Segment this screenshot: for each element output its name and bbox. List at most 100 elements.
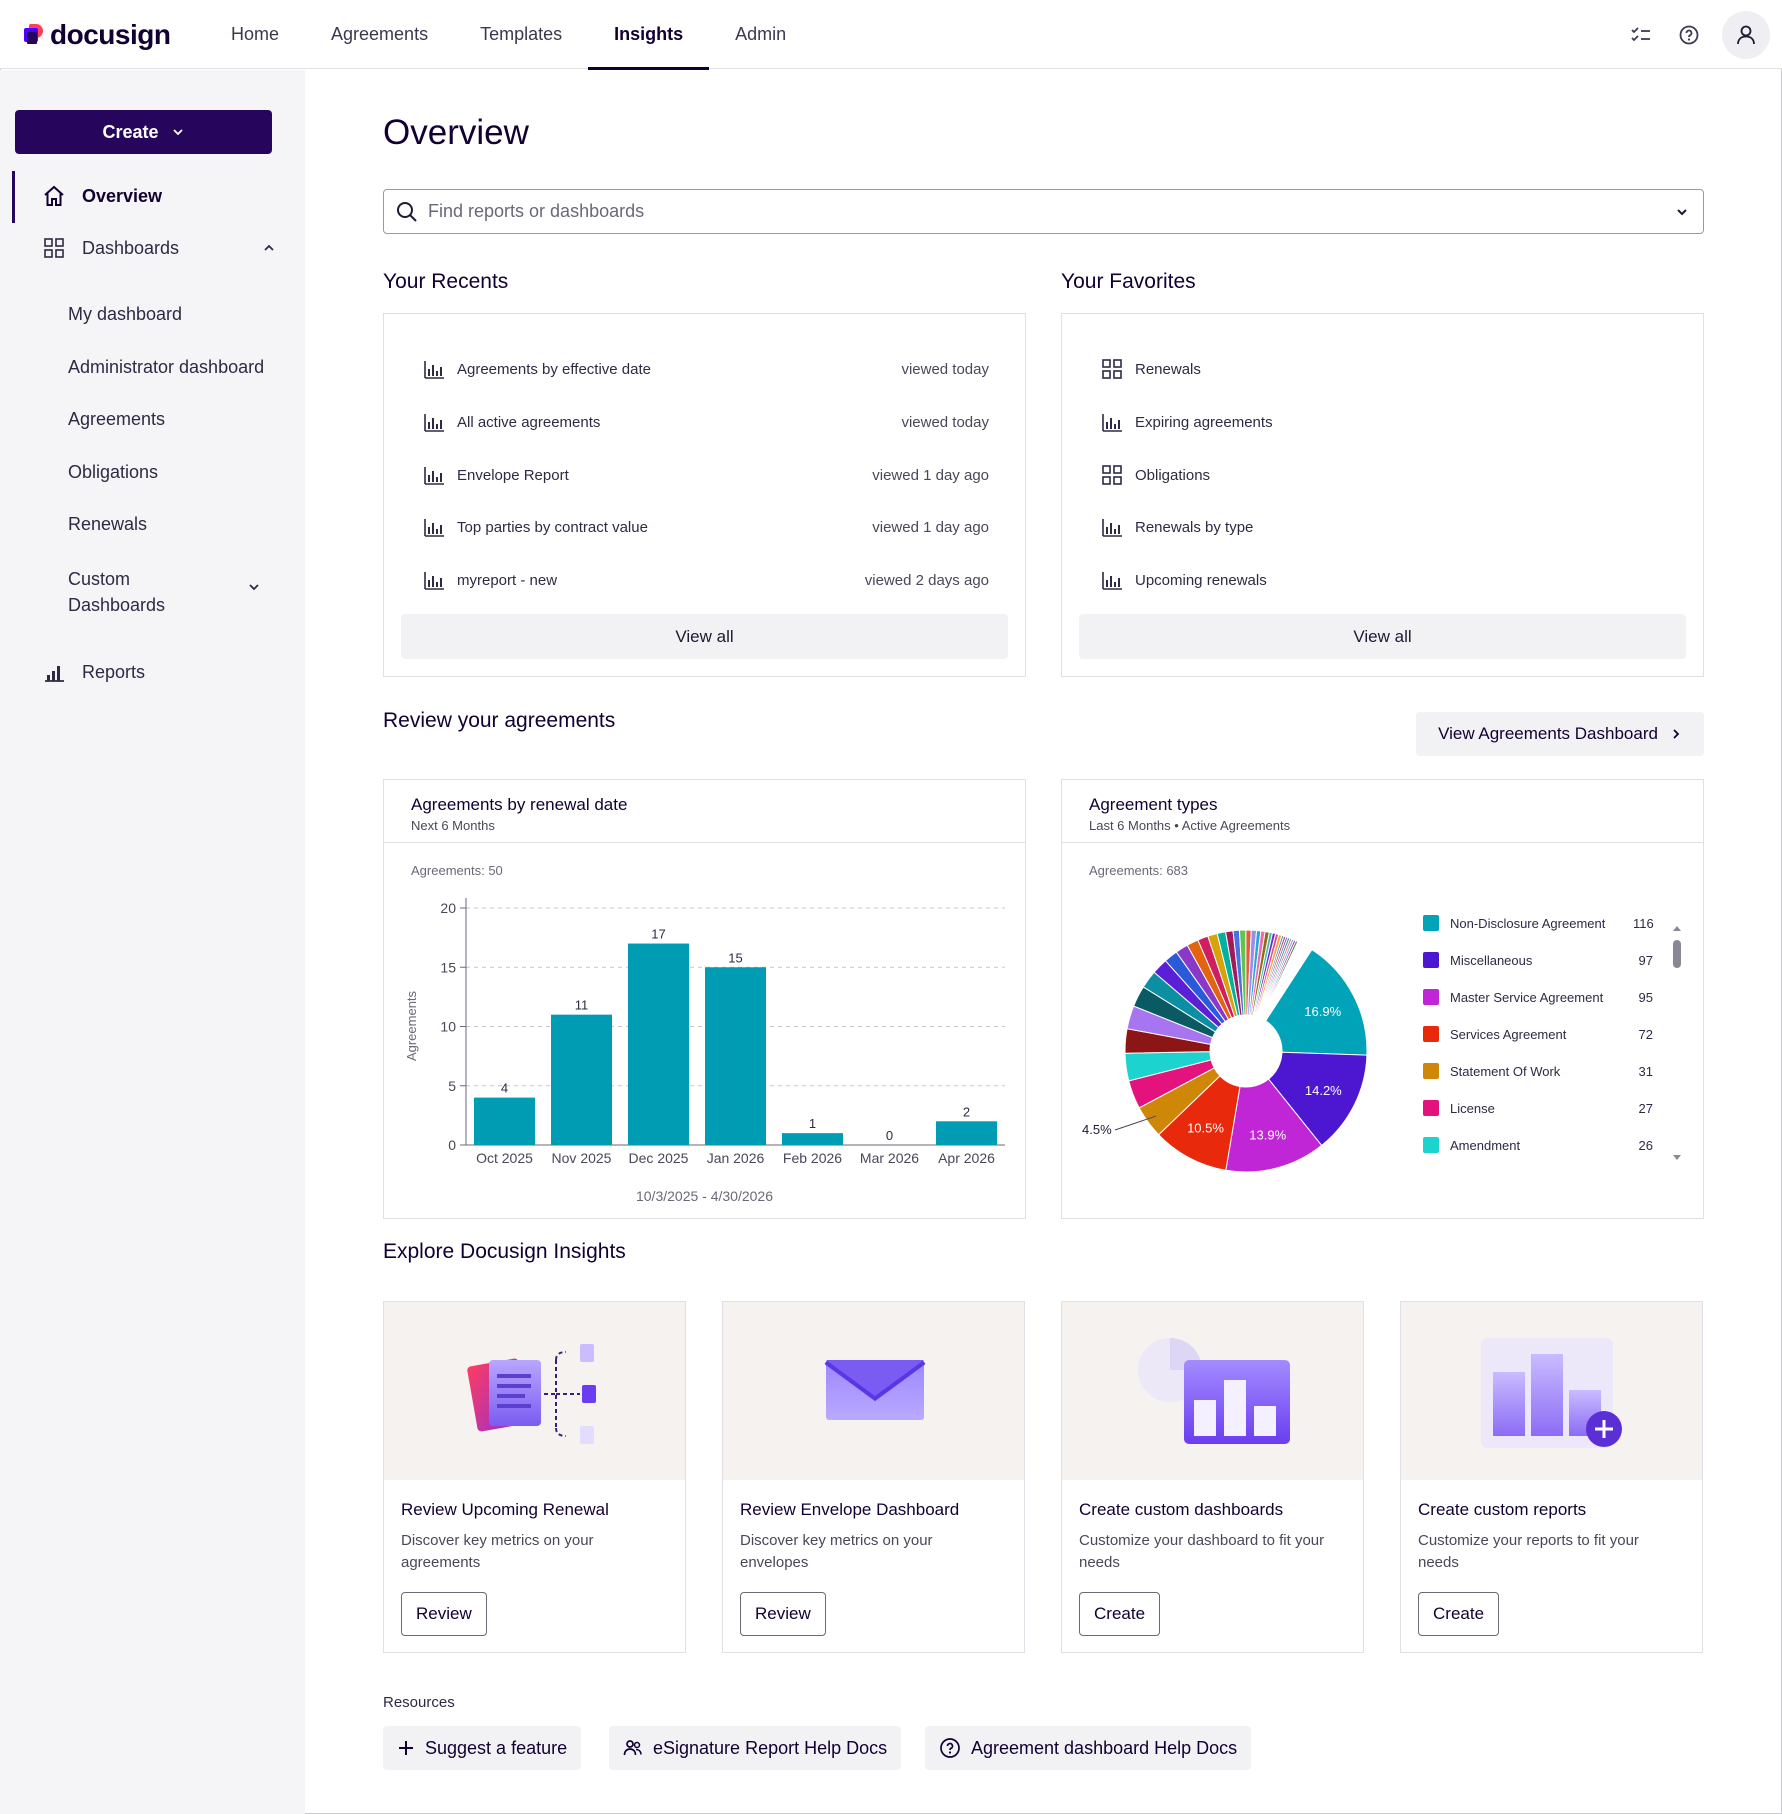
legend-swatch <box>1423 989 1439 1005</box>
view-agreements-dashboard-label: View Agreements Dashboard <box>1438 724 1658 743</box>
logo-mark-icon <box>24 24 46 46</box>
sidebar-item-obligations[interactable]: Obligations <box>68 462 159 482</box>
list-item[interactable]: Envelope Report viewed 1 day ago <box>422 460 989 490</box>
top-navigation: docusign Home Agreements Templates Insig… <box>0 0 1782 70</box>
bar-value-label: 4 <box>501 1081 508 1096</box>
explore-heading: Explore Docusign Insights <box>383 1240 626 1263</box>
user-avatar[interactable] <box>1722 11 1770 59</box>
sidebar-item-renewals[interactable]: Renewals <box>68 514 148 534</box>
renewal-chart-subtitle: Next 6 Months <box>411 818 495 833</box>
explore-card-custom-reports: Create custom reports Customize your rep… <box>1400 1301 1703 1653</box>
y-tick-label: 15 <box>440 959 456 975</box>
nav-agreements[interactable]: Agreements <box>331 24 429 44</box>
legend-scrollbar[interactable] <box>1672 926 1682 1162</box>
search-input[interactable] <box>428 201 1675 222</box>
grid-icon <box>1100 463 1124 487</box>
page-title: Overview <box>383 113 529 152</box>
x-tick-label: Jan 2026 <box>707 1150 765 1166</box>
checklist-icon[interactable] <box>1626 20 1656 50</box>
sidebar-item-reports[interactable]: Reports <box>12 658 145 686</box>
sidebar-item-administrator-dashboard[interactable]: Administrator dashboard <box>68 357 265 377</box>
x-tick-label: Feb 2026 <box>783 1150 842 1166</box>
help-icon[interactable] <box>1674 20 1704 50</box>
bar-value-label: 15 <box>728 950 742 965</box>
list-item[interactable]: Expiring agreements <box>1100 407 1667 437</box>
scrollbar-thumb[interactable] <box>1673 940 1681 968</box>
resources-label: Resources <box>383 1694 455 1711</box>
list-item[interactable]: Renewals by type <box>1100 512 1667 542</box>
legend-item[interactable]: Statement Of Work 31 <box>1423 1061 1653 1081</box>
sidebar: Create Overview Dashboards My dashboard … <box>0 70 305 1814</box>
create-report-button[interactable]: Create <box>1418 1592 1500 1636</box>
list-item-name: Upcoming renewals <box>1135 571 1267 589</box>
types-chart-subtitle: Last 6 Months • Active Agreements <box>1089 818 1291 833</box>
list-item[interactable]: Agreements by effective date viewed toda… <box>422 354 989 384</box>
nav-admin[interactable]: Admin <box>735 24 787 44</box>
pie-slice <box>1267 1051 1368 1147</box>
x-tick-label: Nov 2025 <box>552 1150 612 1166</box>
favorites-heading: Your Favorites <box>1061 270 1196 293</box>
legend-value: 31 <box>1638 1063 1653 1079</box>
list-item-meta: viewed 2 days ago <box>864 571 989 589</box>
nav-insights[interactable]: Insights <box>588 0 710 70</box>
sidebar-item-my-dashboard[interactable]: My dashboard <box>68 304 183 324</box>
sidebar-item-overview[interactable]: Overview <box>12 182 162 210</box>
help-icon <box>940 1738 960 1758</box>
legend-item[interactable]: Amendment 26 <box>1423 1135 1653 1155</box>
nav-home[interactable]: Home <box>231 24 280 44</box>
list-item[interactable]: Obligations <box>1100 460 1667 490</box>
agreement-dashboard-help-docs-button[interactable]: Agreement dashboard Help Docs <box>925 1726 1252 1770</box>
list-item-name: Top parties by contract value <box>457 518 648 536</box>
y-axis-label: Agreements <box>404 990 419 1061</box>
nav-templates[interactable]: Templates <box>480 24 563 44</box>
bar <box>936 1121 997 1145</box>
bar-chart-icon <box>422 463 446 487</box>
legend-item[interactable]: Services Agreement 72 <box>1423 1024 1653 1044</box>
review-envelope-button[interactable]: Review <box>740 1592 826 1636</box>
legend-item[interactable]: Miscellaneous 97 <box>1423 950 1653 970</box>
list-item[interactable]: Top parties by contract value viewed 1 d… <box>422 512 989 542</box>
chevron-up-icon[interactable] <box>262 241 276 255</box>
list-item-name: Agreements by effective date <box>457 360 652 378</box>
chevron-down-icon[interactable] <box>1675 205 1689 219</box>
renewal-chart-card: Agreements by renewal date Next 6 Months… <box>383 779 1026 1219</box>
list-item[interactable]: All active agreements viewed today <box>422 407 989 437</box>
legend-value: 97 <box>1638 952 1653 968</box>
bar <box>474 1097 535 1145</box>
search-icon <box>397 201 417 222</box>
scroll-up-icon[interactable] <box>1672 924 1682 934</box>
callout-label: 4.5% <box>1082 1122 1112 1137</box>
nav-right-tools <box>1626 11 1770 59</box>
legend-label: License <box>1450 1100 1495 1116</box>
legend-item[interactable]: License 27 <box>1423 1098 1653 1118</box>
suggest-feature-button[interactable]: Suggest a feature <box>383 1726 582 1770</box>
create-button[interactable]: Create <box>15 110 272 154</box>
legend-label: Statement Of Work <box>1450 1063 1561 1079</box>
favorites-view-all-button[interactable]: View all <box>1079 614 1686 659</box>
home-icon <box>40 182 68 210</box>
list-item-name: Renewals <box>1135 360 1201 378</box>
sidebar-item-label: Dashboards <box>82 237 180 258</box>
legend-item[interactable]: Non-Disclosure Agreement 116 <box>1423 913 1654 933</box>
list-item-name: myreport - new <box>457 571 558 589</box>
create-dashboard-button[interactable]: Create <box>1079 1592 1161 1636</box>
docusign-logo[interactable]: docusign <box>24 18 171 52</box>
x-tick-label: Mar 2026 <box>860 1150 919 1166</box>
recents-view-all-button[interactable]: View all <box>401 614 1008 659</box>
list-item[interactable]: myreport - new viewed 2 days ago <box>422 565 989 595</box>
view-agreements-dashboard-button[interactable]: View Agreements Dashboard <box>1416 712 1704 756</box>
legend-swatch <box>1423 1100 1439 1116</box>
explore-card-title: Review Envelope Dashboard <box>740 1500 960 1519</box>
list-item[interactable]: Renewals <box>1100 354 1667 384</box>
review-renewal-button[interactable]: Review <box>401 1592 487 1636</box>
search-bar[interactable] <box>383 189 1704 234</box>
sidebar-item-custom-dashboards[interactable]: Custom Dashboards <box>68 566 268 618</box>
sidebar-item-dashboards[interactable]: Dashboards <box>12 234 282 262</box>
legend-item[interactable]: Master Service Agreement 95 <box>1423 987 1653 1007</box>
types-chart-title: Agreement types <box>1089 795 1218 814</box>
list-item[interactable]: Upcoming renewals <box>1100 565 1667 595</box>
sidebar-item-agreements[interactable]: Agreements <box>68 409 166 429</box>
esignature-help-docs-button[interactable]: eSignature Report Help Docs <box>609 1726 902 1770</box>
custom-dashboards-label-line2: Dashboards <box>68 595 166 615</box>
scroll-down-icon[interactable] <box>1672 1152 1682 1162</box>
